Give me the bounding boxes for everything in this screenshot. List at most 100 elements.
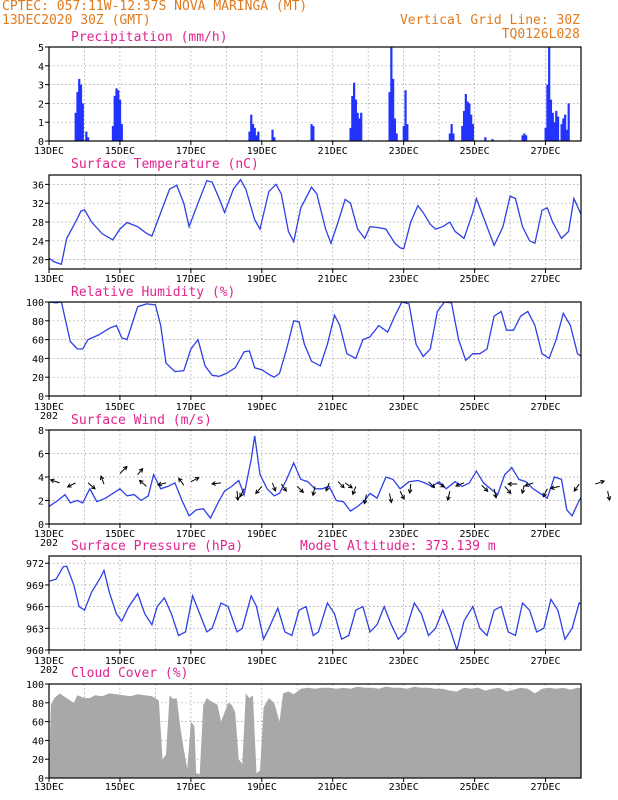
- wind-arrow: [87, 482, 96, 490]
- wind-arrow: [351, 486, 357, 496]
- wind-arrow: [296, 486, 305, 494]
- precipitation-bar: [111, 125, 115, 141]
- panel-precipitation: Precipitation (mm/h) 0 1 2 3 4 5 13DEC 15DEC 17DE…: [34, 30, 582, 157]
- header-grid-line: Vertical Grid Line: 30Z: [400, 13, 580, 28]
- x-tick-label: 15DEC: [105, 529, 135, 540]
- wind-arrow: [344, 482, 353, 489]
- x-tick-label: 27DEC: [530, 656, 560, 667]
- x-tick-label: 23DEC: [389, 656, 419, 667]
- x-tick-label: 13DEC: [34, 656, 64, 667]
- precipitation-bar: [113, 95, 116, 141]
- y-tick-label: 3: [38, 81, 44, 92]
- precipitation-bar: [553, 122, 556, 141]
- wind-arrow: [520, 485, 526, 495]
- y-tick-label: 1: [38, 118, 44, 129]
- precipitation-bar: [448, 133, 451, 141]
- x-tick-label: 17DEC: [176, 656, 206, 667]
- precipitation-bar: [525, 135, 528, 141]
- precipitation-bar: [395, 133, 398, 141]
- x-tick-label: 27DEC: [530, 146, 560, 157]
- y-tick-label: 969: [26, 581, 44, 592]
- precipitation-bar: [79, 84, 83, 141]
- wind-arrow: [157, 481, 167, 487]
- x-tick-label: 15DEC: [105, 274, 135, 285]
- precipitation-bar: [567, 103, 570, 141]
- wind-arrow: [388, 493, 394, 504]
- y-tick-label: 40: [32, 354, 44, 365]
- wind-arrow: [138, 479, 147, 487]
- x-tick-label: 17DEC: [176, 146, 206, 157]
- precipitation-bar: [549, 99, 553, 141]
- precipitation-bar: [349, 127, 352, 141]
- y-tick-label: 80: [32, 699, 44, 710]
- y-tick-label: 972: [26, 559, 44, 570]
- panel-title: Precipitation (mm/h): [71, 30, 228, 45]
- wind-arrow: [573, 483, 580, 492]
- wind-arrow: [178, 477, 185, 486]
- y-tick-label: 0: [38, 137, 44, 148]
- y-tick-label: 0: [38, 520, 44, 531]
- x-tick-label: 25DEC: [460, 656, 490, 667]
- precipitation-bar: [87, 137, 90, 141]
- wind-arrow: [428, 481, 436, 489]
- wind-arrow: [362, 494, 368, 505]
- x-tick-label: 13DEC: [34, 274, 64, 285]
- precipitation-bar: [358, 118, 361, 141]
- wind-line: [49, 435, 581, 520]
- y-tick-label: 963: [26, 624, 44, 635]
- x-tick-label: 23DEC: [389, 529, 419, 540]
- precipitation-bar: [402, 125, 405, 141]
- precipitation-bar: [115, 88, 118, 141]
- precipitation-bar: [404, 90, 407, 141]
- x-tick-label: 17DEC: [176, 782, 206, 793]
- y-tick-label: 8: [38, 426, 44, 437]
- precipitation-bar: [74, 112, 77, 141]
- precipitation-bar: [253, 127, 256, 141]
- wind-arrow: [337, 481, 345, 489]
- precipitation-bar: [388, 92, 391, 141]
- wind-arrow: [595, 479, 606, 485]
- precipitation-bar: [560, 124, 563, 141]
- x-tick-label: 27DEC: [530, 529, 560, 540]
- y-tick-label: 2: [38, 99, 44, 110]
- panel-annotation: Model Altitude: 373.139 m: [300, 539, 496, 554]
- wind-arrow: [481, 484, 489, 492]
- precipitation-bar: [356, 112, 359, 141]
- precipitation-bar: [555, 110, 558, 141]
- x-tick-label: 23DEC: [389, 782, 419, 793]
- humidity-line: [49, 302, 581, 378]
- x-tick-label: 15DEC: [105, 146, 135, 157]
- panel-frame: [48, 301, 582, 397]
- x-tick-label: 21DEC: [318, 529, 348, 540]
- panel-title: Cloud Cover (%): [71, 666, 188, 681]
- x-tick-label: 15DEC: [105, 656, 135, 667]
- x-tick-label: 21DEC: [318, 146, 348, 157]
- wind-arrow: [190, 477, 200, 483]
- precipitation-bar: [521, 135, 524, 141]
- wind-arrow: [311, 486, 317, 497]
- y-tick-label: 60: [32, 336, 44, 347]
- precipitation-bar: [468, 103, 471, 141]
- x-tick-label: 25DEC: [460, 402, 490, 413]
- y-tick-label: 20: [32, 373, 44, 384]
- y-tick-label: 966: [26, 603, 44, 614]
- header-run-time: 13DEC2020 30Z (GMT): [2, 13, 151, 28]
- x-tick-label: 13DEC: [34, 146, 64, 157]
- y-tick-label: 32: [32, 199, 44, 210]
- precipitation-bar: [273, 137, 276, 141]
- x-tick-label: 19DEC: [247, 529, 277, 540]
- precipitation-bar: [390, 47, 393, 141]
- precipitation-bar: [392, 78, 395, 141]
- y-tick-label: 20: [32, 755, 44, 766]
- x-tick-label: 25DEC: [460, 146, 490, 157]
- wind-arrow: [407, 483, 413, 495]
- y-tick-label: 100: [26, 298, 44, 309]
- precipitation-bar: [76, 92, 79, 141]
- x-tick-label: 19DEC: [247, 274, 277, 285]
- wind-arrow: [255, 486, 263, 495]
- precipitation-bar: [564, 114, 567, 141]
- x-year-label: 202: [40, 538, 58, 549]
- precipitation-bar: [118, 99, 122, 141]
- panel-frame: [48, 683, 582, 779]
- precipitation-bar: [491, 139, 494, 141]
